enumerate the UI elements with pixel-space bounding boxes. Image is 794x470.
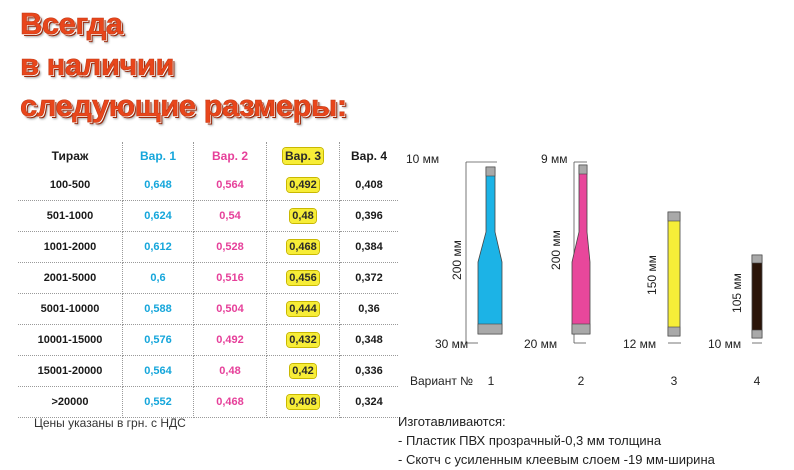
- cell-circulation: 10001-15000: [18, 324, 123, 356]
- cell-price-var4: 0,336: [339, 355, 398, 387]
- cell-price-var2: 0,516: [193, 262, 267, 294]
- cell-price-var3: 0,48: [266, 200, 340, 232]
- cell-price-var1: 0,552: [122, 386, 194, 418]
- cell-price-var1: 0,588: [122, 293, 194, 325]
- cell-price-var3-label: 0,408: [287, 395, 319, 409]
- cell-price-var3: 0,456: [266, 262, 340, 294]
- table-row: 15001-20000 0,564 0,48 0,42 0,336: [18, 355, 398, 387]
- variant-3-tab: 150 мм 12 мм: [623, 211, 681, 351]
- manufacturing-line-2: - Скотч с усиленным клеевым слоем -19 мм…: [398, 452, 715, 467]
- variant-2-bottom-width: 20 мм: [524, 337, 557, 351]
- cell-circulation: 15001-20000: [18, 355, 123, 387]
- cell-price-var2: 0,468: [193, 386, 267, 418]
- cell-price-var1: 0,6: [122, 262, 194, 294]
- cell-price-var1: 0,648: [122, 170, 194, 201]
- cell-price-var3-label: 0,42: [290, 364, 316, 378]
- cell-price-var3-label: 0,456: [287, 271, 319, 285]
- cell-price-var3-label: 0,432: [287, 333, 319, 347]
- variant-number-1: 1: [488, 374, 495, 388]
- headline-line-2: в наличии: [20, 47, 175, 83]
- variant-number-3: 3: [671, 374, 678, 388]
- header-var3-label: Вар. 3: [282, 148, 323, 164]
- cell-price-var3-label: 0,48: [290, 209, 316, 223]
- table-row: 501-1000 0,624 0,54 0,48 0,396: [18, 200, 398, 232]
- cell-circulation: 100-500: [18, 170, 123, 201]
- variant-3-length: 150 мм: [645, 255, 659, 295]
- variant-3-bottom-width: 12 мм: [623, 337, 656, 351]
- cell-price-var2: 0,504: [193, 293, 267, 325]
- cell-circulation: 1001-2000: [18, 231, 123, 263]
- cell-price-var4: 0,372: [339, 262, 398, 294]
- table-row: 5001-10000 0,588 0,504 0,444 0,36: [18, 293, 398, 325]
- header-var3: Вар. 3: [266, 142, 340, 170]
- header-circulation: Тираж: [18, 142, 123, 170]
- cell-price-var2: 0,48: [193, 355, 267, 387]
- variant-2-tab: 9 мм 200 мм 20 мм: [524, 152, 591, 351]
- header-var2: Вар. 2: [193, 142, 267, 170]
- variant-4-tab: 105 мм 10 мм: [708, 254, 763, 351]
- cell-price-var3: 0,408: [266, 386, 340, 418]
- cell-price-var3-label: 0,492: [287, 178, 319, 192]
- price-table-header: Тираж Вар. 1 Вар. 2 Вар. 3 Вар. 4: [18, 142, 398, 170]
- cell-price-var3-label: 0,444: [287, 302, 319, 316]
- cell-price-var3-label: 0,468: [287, 240, 319, 254]
- cell-price-var2: 0,564: [193, 170, 267, 201]
- headline-line-3: следующие размеры:: [20, 88, 348, 124]
- table-row: 1001-2000 0,612 0,528 0,468 0,384: [18, 231, 398, 263]
- header-var1: Вар. 1: [122, 142, 194, 170]
- price-table: Тираж Вар. 1 Вар. 2 Вар. 3 Вар. 4 100-50…: [18, 142, 398, 418]
- cell-price-var2: 0,528: [193, 231, 267, 263]
- cell-price-var1: 0,624: [122, 200, 194, 232]
- cell-circulation: 501-1000: [18, 200, 123, 232]
- variant-2-length: 200 мм: [549, 230, 563, 270]
- cell-price-var4: 0,408: [339, 170, 398, 201]
- variant-1-tab: 10 мм 200 мм 30 мм: [406, 152, 503, 351]
- table-row: 10001-15000 0,576 0,492 0,432 0,348: [18, 324, 398, 356]
- manufacturing-title: Изготавливаются:: [398, 414, 506, 429]
- cell-price-var2: 0,492: [193, 324, 267, 356]
- cell-price-var3: 0,42: [266, 355, 340, 387]
- variant-1-length: 200 мм: [450, 240, 464, 280]
- price-note: Цены указаны в грн. с НДС: [34, 416, 186, 430]
- header-var4: Вар. 4: [350, 149, 387, 163]
- headline-line-1: Всегда: [20, 6, 124, 42]
- cell-price-var3: 0,468: [266, 231, 340, 263]
- cell-circulation: 5001-10000: [18, 293, 123, 325]
- variant-2-top-width: 9 мм: [541, 152, 568, 166]
- cell-price-var4: 0,36: [339, 293, 398, 325]
- cell-price-var3: 0,444: [266, 293, 340, 325]
- cell-price-var2: 0,54: [193, 200, 267, 232]
- cell-price-var4: 0,396: [339, 200, 398, 232]
- variant-1-top-width: 10 мм: [406, 152, 439, 166]
- cell-price-var1: 0,564: [122, 355, 194, 387]
- table-row: 2001-5000 0,6 0,516 0,456 0,372: [18, 262, 398, 294]
- table-row: >20000 0,552 0,468 0,408 0,324: [18, 386, 398, 418]
- cell-price-var4: 0,384: [339, 231, 398, 263]
- cell-price-var1: 0,576: [122, 324, 194, 356]
- cell-price-var3: 0,432: [266, 324, 340, 356]
- variant-4-bottom-width: 10 мм: [708, 337, 741, 351]
- manufacturing-line-1: - Пластик ПВХ прозрачный-0,3 мм толщина: [398, 433, 662, 448]
- variant-number-2: 2: [578, 374, 585, 388]
- variant-label: Вариант №: [410, 374, 473, 388]
- cell-price-var4: 0,324: [339, 386, 398, 418]
- cell-price-var4: 0,348: [339, 324, 398, 356]
- variant-1-bottom-width: 30 мм: [435, 337, 468, 351]
- cell-circulation: >20000: [18, 386, 123, 418]
- cell-circulation: 2001-5000: [18, 262, 123, 294]
- cell-price-var1: 0,612: [122, 231, 194, 263]
- variant-number-4: 4: [754, 374, 761, 388]
- cell-price-var3: 0,492: [266, 170, 340, 201]
- variant-4-length: 105 мм: [730, 273, 744, 313]
- table-row: 100-500 0,648 0,564 0,492 0,408: [18, 170, 398, 201]
